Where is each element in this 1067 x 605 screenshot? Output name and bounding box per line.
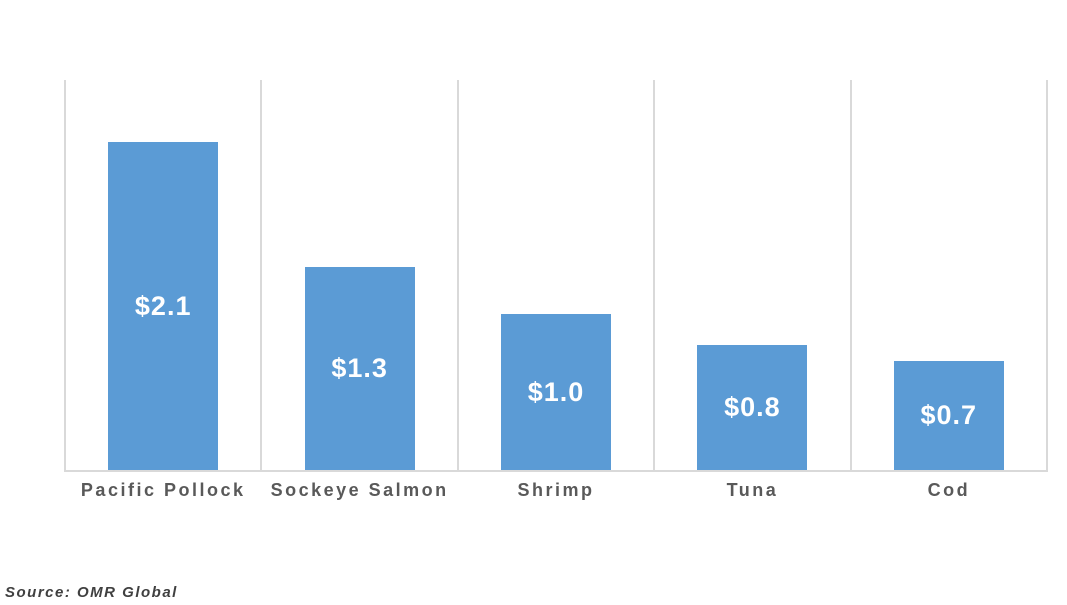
bar-tuna: $0.8: [697, 345, 808, 470]
bar-sockeye-salmon: $1.3: [304, 267, 415, 470]
bar-value-label: $1.3: [331, 353, 388, 384]
x-axis-label-cod: Cod: [927, 480, 971, 500]
gridline: [260, 80, 263, 470]
bar-pacific-pollock: $2.1: [108, 142, 219, 470]
bar-shrimp: $1.0: [501, 314, 611, 470]
gridline: [1046, 80, 1048, 470]
bar-cod: $0.7: [893, 360, 1004, 470]
gridline: [64, 80, 66, 470]
source-note: Source: OMR Global: [5, 584, 178, 601]
bar-value-label: $0.8: [724, 392, 781, 423]
x-axis-label-sockeye-salmon: Sockeye Salmon: [270, 480, 449, 500]
x-axis-labels: Pacific Pollock Sockeye Salmon Shrimp Tuna C…: [65, 480, 1047, 501]
x-axis-line: [64, 470, 1048, 472]
x-axis-label-shrimp: Shrimp: [517, 480, 595, 500]
gridline: [849, 80, 852, 470]
gridline: [653, 80, 656, 470]
bar-value-label: $1.0: [527, 376, 585, 407]
plot-area: $2.1 $1.3 $1.0 $0.8 $0.7: [64, 80, 1048, 472]
bar-value-label: $0.7: [920, 399, 978, 430]
bar-value-label: $2.1: [134, 290, 192, 321]
x-axis-label-pacific-pollock: Pacific Pollock: [80, 480, 246, 500]
gridline: [456, 80, 459, 470]
x-axis-label-tuna: Tuna: [726, 480, 779, 500]
